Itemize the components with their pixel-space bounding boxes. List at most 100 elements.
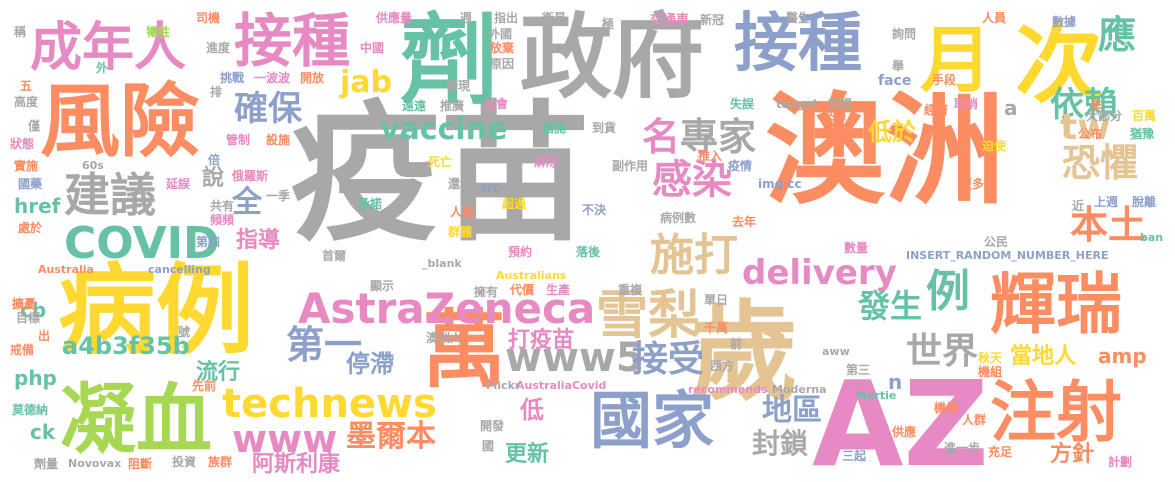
word-push-in: 推入 <box>698 149 723 163</box>
word-supply-amount: 供應量 <box>376 11 413 25</box>
word-citizen: 公民 <box>984 235 1009 249</box>
word-total: 共有 <box>210 199 235 213</box>
word-challenge: 挑戰 <box>220 71 245 85</box>
word-month: 月 <box>920 18 993 102</box>
word-www5: www5 <box>505 335 644 381</box>
word-block: 阻斷 <box>128 457 153 471</box>
word-discover: 發現 <box>446 79 471 93</box>
word-covid-zh: 新冠 <box>700 13 725 27</box>
word-invest: 投資 <box>172 455 197 469</box>
word-australia: 澳洲 <box>765 82 1005 221</box>
word-third: 第三 <box>846 363 871 377</box>
word-worry: 擴憂 <box>12 297 37 311</box>
word-side-effect: 副作用 <box>612 159 649 173</box>
word-progress: 進度 <box>206 41 231 55</box>
word-jab: jab <box>340 65 393 100</box>
word-supply: 供應 <box>892 425 917 439</box>
word-give-up: 放棄 <box>490 41 515 55</box>
word-cases: 病例 <box>58 254 255 368</box>
word-update: 更新 <box>505 442 550 467</box>
word-times: 次 <box>1015 12 1104 115</box>
word-happen: 發生 <box>858 287 923 325</box>
word-locals: 當地人 <box>1010 344 1077 369</box>
word-foreign: 外國 <box>488 27 513 41</box>
word-rely: 依賴 <box>1050 85 1118 125</box>
word-australiacovid: AustraliaCovid <box>516 379 607 392</box>
word-astrazeneca: AstraZeneca <box>298 284 596 333</box>
word-death: 死亡 <box>428 155 453 169</box>
word-injection: 注射 <box>990 374 1122 451</box>
word-exceed: 超過 <box>502 197 527 211</box>
word-height: 高度 <box>14 95 39 109</box>
word-repeat: 重複 <box>618 283 643 297</box>
word-outside: 外 <box>96 61 109 75</box>
word-imgcc: img cc <box>758 177 802 191</box>
word-guide: 指導 <box>236 228 281 253</box>
word-extreme: 極 <box>602 17 615 31</box>
word-policy: 方針 <box>1050 442 1095 467</box>
word-60s: 60s <box>82 159 104 172</box>
word-amp: amp <box>1098 344 1147 368</box>
word-autumn: 秋天 <box>978 351 1003 365</box>
word-economy: 經濟 <box>924 103 949 117</box>
word-clotting: 凝血 <box>60 375 212 464</box>
word-technews: technews <box>222 381 437 427</box>
word-reason: 原因 <box>490 57 515 71</box>
word-administer: 施打 <box>650 230 738 281</box>
word-lift: 解除 <box>534 155 559 169</box>
word-frequent: 頻頻 <box>210 213 235 227</box>
word-measures: 措施 <box>542 121 567 135</box>
word-promise: 承諾 <box>358 197 383 211</box>
word-only: 僅 <box>28 119 41 133</box>
word-goal: 目標 <box>16 311 41 325</box>
word-age: 歲 <box>690 291 799 416</box>
word-previous: 先前 <box>192 379 217 393</box>
word-say: 說 <box>202 166 225 191</box>
word-sydney: 雪梨 <box>596 286 701 346</box>
word-seoul: 首爾 <box>322 249 347 263</box>
word-href: href <box>14 194 61 218</box>
word-most: 大部分 <box>1086 109 1123 123</box>
word-vaccine-en: vaccine <box>380 112 508 147</box>
word-blank: _blank <box>422 257 462 270</box>
word-target: target <box>776 97 819 111</box>
word-quantity: 數量 <box>844 241 869 255</box>
word-tw: tw <box>1060 107 1111 148</box>
word-year: 年 <box>1090 99 1103 113</box>
word-moderna: Moderna <box>772 383 827 396</box>
word-aww: aww <box>822 345 850 358</box>
word-driver: 司機 <box>196 11 221 25</box>
word-shuttle: 交通車 <box>650 13 690 28</box>
word-sacrifice: 犧牲 <box>146 25 171 39</box>
word-covid: COVID <box>64 218 220 269</box>
word-hash: a4b3f35b <box>62 332 190 360</box>
word-inoculation-a: 接種 <box>234 7 351 75</box>
word-fold: 倍 <box>208 153 221 167</box>
word-last-week: 上週 <box>1094 195 1119 209</box>
word-alert: 戒備 <box>10 343 35 357</box>
word-accept: 接受 <box>632 339 705 380</box>
word-environment: 還境 <box>448 177 473 191</box>
word-escape: 脫離 <box>1132 195 1157 209</box>
word-further: 進一步 <box>944 441 981 455</box>
word-az: AZ <box>812 355 989 482</box>
word-world: 世界 <box>906 331 979 372</box>
word-expert: 專家 <box>680 115 757 159</box>
word-located-in: 處於 <box>18 221 43 235</box>
word-australia-en: Australia <box>38 263 94 276</box>
word-control: 管制 <box>226 133 251 147</box>
word-called: 稱 <box>14 25 27 39</box>
word-row: 排 <box>210 85 223 99</box>
word-government: 政府 <box>520 4 705 111</box>
word-face: face <box>878 73 912 89</box>
word-region: 地區 <box>762 393 822 428</box>
word-crew: 機組 <box>978 365 1003 379</box>
word-last-year: 去年 <box>732 215 757 229</box>
word-fear: 恐懼 <box>1062 141 1139 185</box>
word-pfizer: 輝瑞 <box>990 266 1122 343</box>
word-ask: 詢問 <box>892 27 917 41</box>
word-week: 週 <box>460 11 473 25</box>
word-out: 出 <box>38 329 51 343</box>
word-satellite: 衛星 <box>542 11 567 25</box>
word-recommends: recommends <box>688 383 768 396</box>
